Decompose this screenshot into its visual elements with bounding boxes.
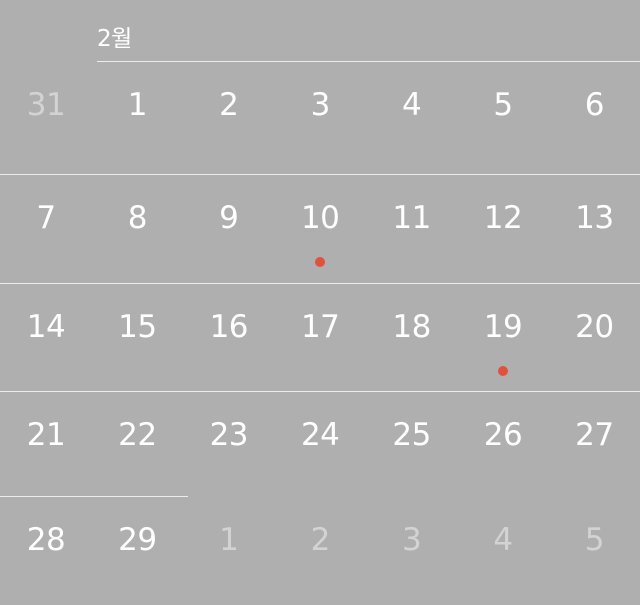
day-number: 2 — [310, 522, 331, 558]
day-number: 3 — [310, 87, 331, 123]
day-number: 8 — [127, 200, 148, 236]
day-number: 23 — [209, 417, 249, 453]
day-cell[interactable]: 5 — [457, 62, 549, 170]
day-number: 6 — [584, 87, 605, 123]
day-number: 18 — [392, 309, 431, 345]
event-dot-icon — [315, 257, 326, 267]
day-cell[interactable]: 18 — [366, 284, 458, 392]
week-divider — [0, 283, 640, 284]
day-number: 24 — [300, 417, 340, 453]
event-dot-icon — [498, 366, 508, 376]
day-number: 4 — [401, 87, 422, 123]
other-month-day-cell[interactable]: 5 — [548, 497, 640, 605]
day-cell[interactable]: 29 — [91, 497, 183, 605]
other-month-day-cell[interactable]: 2 — [274, 497, 366, 605]
day-number: 11 — [392, 200, 431, 236]
day-cell[interactable]: 13 — [548, 175, 640, 283]
other-month-day-cell[interactable]: 4 — [457, 497, 549, 605]
day-number: 4 — [493, 522, 513, 558]
day-cell[interactable]: 27 — [548, 392, 640, 500]
day-number: 22 — [118, 417, 157, 453]
day-number: 15 — [118, 309, 157, 345]
month-label: 2월 — [97, 26, 132, 52]
day-number: 20 — [575, 309, 614, 345]
day-number: 16 — [209, 309, 249, 345]
day-number: 28 — [26, 522, 66, 558]
day-cell[interactable]: 9 — [183, 175, 275, 283]
day-cell[interactable]: 25 — [366, 392, 458, 500]
day-cell[interactable]: 6 — [548, 62, 640, 170]
day-cell[interactable]: 19 — [457, 284, 549, 392]
day-number: 5 — [584, 522, 605, 558]
day-number: 2 — [219, 87, 239, 123]
day-number: 14 — [26, 309, 66, 345]
day-cell[interactable]: 3 — [274, 62, 366, 170]
day-cell[interactable]: 20 — [548, 284, 640, 392]
day-cell[interactable]: 7 — [0, 175, 92, 283]
day-number: 9 — [219, 200, 239, 236]
day-cell[interactable]: 8 — [91, 175, 183, 283]
month-header-divider — [97, 61, 640, 62]
day-number: 5 — [493, 87, 513, 123]
day-cell[interactable]: 14 — [0, 284, 92, 392]
day-number: 29 — [118, 522, 157, 558]
day-number: 17 — [300, 309, 340, 345]
day-cell[interactable]: 11 — [366, 175, 458, 283]
day-number: 12 — [483, 200, 523, 236]
day-cell[interactable]: 21 — [0, 392, 92, 500]
day-cell[interactable]: 12 — [457, 175, 549, 283]
day-number: 25 — [392, 417, 431, 453]
day-number: 7 — [36, 200, 56, 236]
day-cell[interactable]: 17 — [274, 284, 366, 392]
day-number: 26 — [483, 417, 523, 453]
day-number: 3 — [401, 522, 422, 558]
day-cell[interactable]: 4 — [366, 62, 458, 170]
day-cell[interactable]: 26 — [457, 392, 549, 500]
day-cell[interactable]: 24 — [274, 392, 366, 500]
day-number: 10 — [300, 200, 340, 236]
day-number: 13 — [575, 200, 614, 236]
other-month-day-cell[interactable]: 3 — [366, 497, 458, 605]
week-divider — [0, 174, 640, 175]
day-number: 19 — [483, 309, 523, 345]
day-number: 21 — [26, 417, 66, 453]
other-month-day-cell[interactable]: 1 — [183, 497, 275, 605]
day-cell[interactable]: 22 — [91, 392, 183, 500]
day-number: 31 — [26, 87, 66, 123]
day-number: 1 — [219, 522, 239, 558]
day-cell[interactable]: 16 — [183, 284, 275, 392]
week-divider — [0, 391, 640, 392]
other-month-day-cell[interactable]: 31 — [0, 62, 92, 170]
day-number: 1 — [127, 87, 148, 123]
day-cell[interactable]: 23 — [183, 392, 275, 500]
day-cell[interactable]: 28 — [0, 497, 92, 605]
day-cell[interactable]: 10 — [274, 175, 366, 283]
week-divider — [0, 496, 188, 497]
day-cell[interactable]: 2 — [183, 62, 275, 170]
day-number: 27 — [575, 417, 614, 453]
day-cell[interactable]: 15 — [91, 284, 183, 392]
day-cell[interactable]: 1 — [91, 62, 183, 170]
